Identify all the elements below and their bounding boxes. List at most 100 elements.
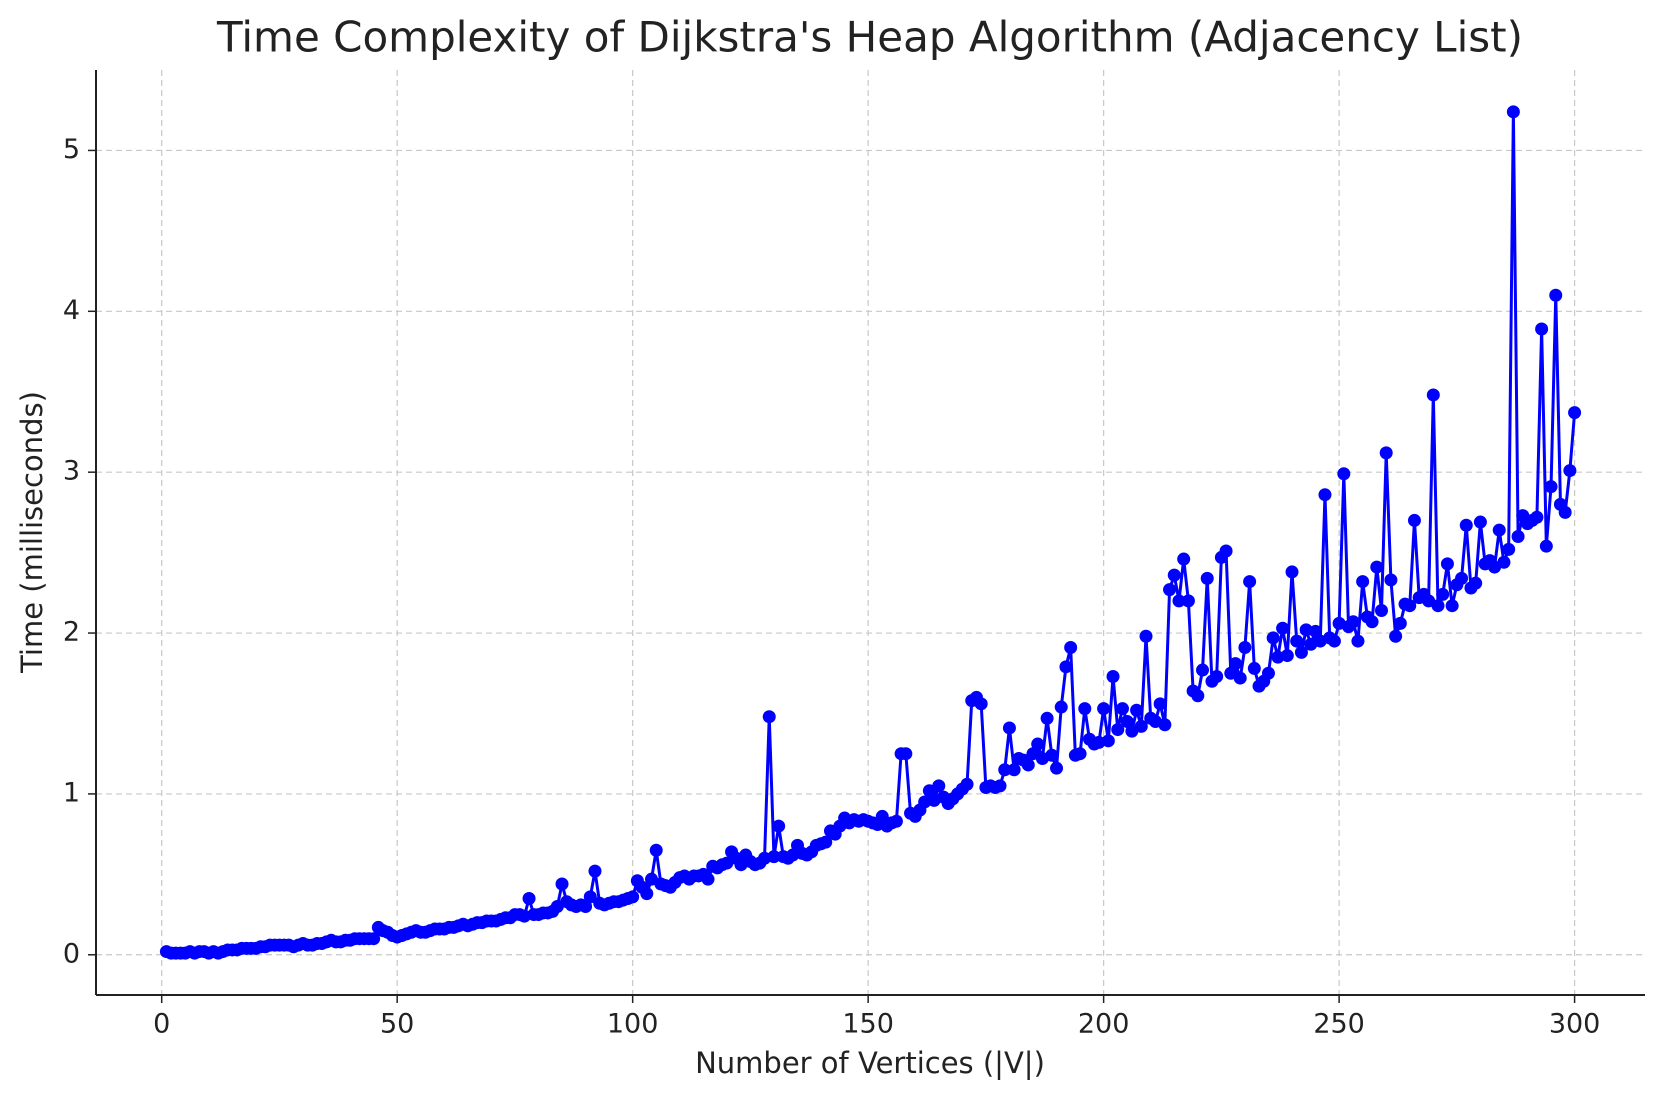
data-point [367, 932, 381, 946]
data-point [1045, 748, 1059, 762]
data-point [1181, 594, 1195, 608]
data-point [767, 850, 781, 864]
data-point [1469, 576, 1483, 590]
data-point [1393, 616, 1407, 630]
data-point [701, 872, 715, 886]
data-point [1007, 763, 1021, 777]
data-point [1285, 565, 1299, 579]
data-point [1346, 615, 1360, 629]
data-point [522, 891, 536, 905]
data-point [1111, 723, 1125, 737]
x-axis-label: Number of Vertices (|V|) [695, 1046, 1045, 1080]
x-tick-label: 100 [607, 1009, 659, 1040]
data-point [1200, 571, 1214, 585]
data-point [960, 777, 974, 791]
data-point [1384, 573, 1398, 587]
data-point [819, 835, 833, 849]
x-tick-label: 300 [1549, 1009, 1601, 1040]
data-point [588, 864, 602, 878]
data-point [1134, 719, 1148, 733]
x-tick-label: 0 [153, 1009, 170, 1040]
data-point [1459, 518, 1473, 532]
data-point [1549, 288, 1563, 302]
data-point [1535, 322, 1549, 336]
data-point [1351, 634, 1365, 648]
data-point [1370, 560, 1384, 574]
data-point [998, 763, 1012, 777]
x-tick-label: 200 [1078, 1009, 1130, 1040]
data-point [1530, 510, 1544, 524]
x-tick-label: 150 [842, 1009, 894, 1040]
data-point [875, 809, 889, 823]
data-point [640, 887, 654, 901]
data-point [1506, 105, 1520, 119]
data-point [1568, 406, 1582, 420]
data-point [1196, 663, 1210, 677]
data-point [1318, 488, 1332, 502]
data-point [1266, 631, 1280, 645]
data-point [1130, 703, 1144, 717]
data-point [1167, 568, 1181, 582]
data-point [555, 877, 569, 891]
data-point [1511, 530, 1525, 544]
data-point [1059, 660, 1073, 674]
data-point [626, 890, 640, 904]
data-point [1309, 624, 1323, 638]
data-point [1139, 629, 1153, 643]
data-point [583, 890, 597, 904]
data-point [1473, 515, 1487, 529]
data-point [1177, 552, 1191, 566]
data-point [1276, 621, 1290, 635]
data-point [1120, 715, 1134, 729]
data-point [1210, 669, 1224, 683]
data-point [993, 779, 1007, 793]
data-point [1002, 721, 1016, 735]
data-point [1440, 557, 1454, 571]
data-point [1031, 737, 1045, 751]
data-point [1247, 661, 1261, 675]
data-point [1431, 599, 1445, 613]
x-tick-label: 50 [380, 1009, 414, 1040]
data-point [1106, 669, 1120, 683]
data-point [1365, 615, 1379, 629]
y-tick-label: 2 [63, 617, 80, 648]
data-point [1290, 634, 1304, 648]
data-point [1021, 758, 1035, 772]
data-point [899, 747, 913, 761]
data-point [1337, 467, 1351, 481]
data-point [1073, 747, 1087, 761]
data-point [1261, 666, 1275, 680]
y-tick-label: 4 [63, 295, 80, 326]
data-point [1191, 689, 1205, 703]
data-point [1356, 575, 1370, 589]
y-tick-label: 0 [63, 938, 80, 969]
data-point [1115, 702, 1129, 716]
data-point [1563, 464, 1577, 478]
data-point [1436, 587, 1450, 601]
data-point [932, 779, 946, 793]
data-point [1101, 734, 1115, 748]
data-point [1539, 539, 1553, 553]
data-point [1445, 599, 1459, 613]
data-point [1097, 702, 1111, 716]
data-point [1153, 697, 1167, 711]
data-point [1544, 480, 1558, 494]
data-point [1050, 761, 1064, 775]
y-tick-label: 3 [63, 456, 80, 487]
data-point [1238, 641, 1252, 655]
data-point [1379, 446, 1393, 460]
data-point [1158, 718, 1172, 732]
data-point [1233, 671, 1247, 685]
data-point [1280, 649, 1294, 663]
data-point [1219, 544, 1233, 558]
data-point [579, 900, 593, 914]
data-point [649, 843, 663, 857]
data-point [772, 819, 786, 833]
data-point [1078, 702, 1092, 716]
y-axis-label: Time (milliseconds) [15, 391, 49, 674]
data-point [1243, 575, 1257, 589]
data-point [1455, 571, 1469, 585]
data-point [1389, 629, 1403, 643]
data-point [1403, 599, 1417, 613]
